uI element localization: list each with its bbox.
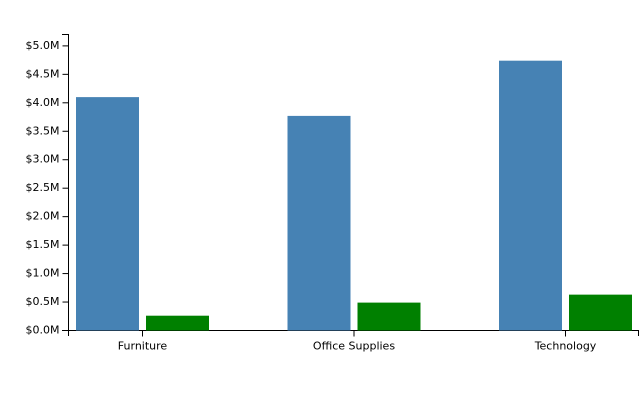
x-tick-label: Technology	[534, 340, 597, 353]
y-tick-label: $0.0M	[26, 324, 60, 337]
y-tick-label: $3.0M	[26, 153, 60, 166]
x-tick-label: Furniture	[118, 340, 168, 353]
bar	[76, 97, 139, 331]
y-tick-label: $1.0M	[26, 267, 60, 280]
y-tick-label: $1.5M	[26, 238, 60, 251]
y-tick-label: $4.0M	[26, 96, 60, 109]
y-axis	[62, 34, 69, 331]
bar	[146, 315, 209, 331]
y-tick-label: $2.0M	[26, 210, 60, 223]
y-tick-label: $5.0M	[26, 39, 60, 52]
bar	[499, 60, 562, 331]
bar	[569, 294, 632, 331]
x-tick-label: Office Supplies	[313, 340, 395, 353]
bar	[357, 302, 421, 331]
y-tick-label: $4.5M	[26, 67, 60, 80]
y-tick-label: $3.5M	[26, 124, 60, 137]
y-tick-label: $2.5M	[26, 181, 60, 194]
bar	[287, 115, 351, 331]
y-tick-label: $0.5M	[26, 295, 60, 308]
